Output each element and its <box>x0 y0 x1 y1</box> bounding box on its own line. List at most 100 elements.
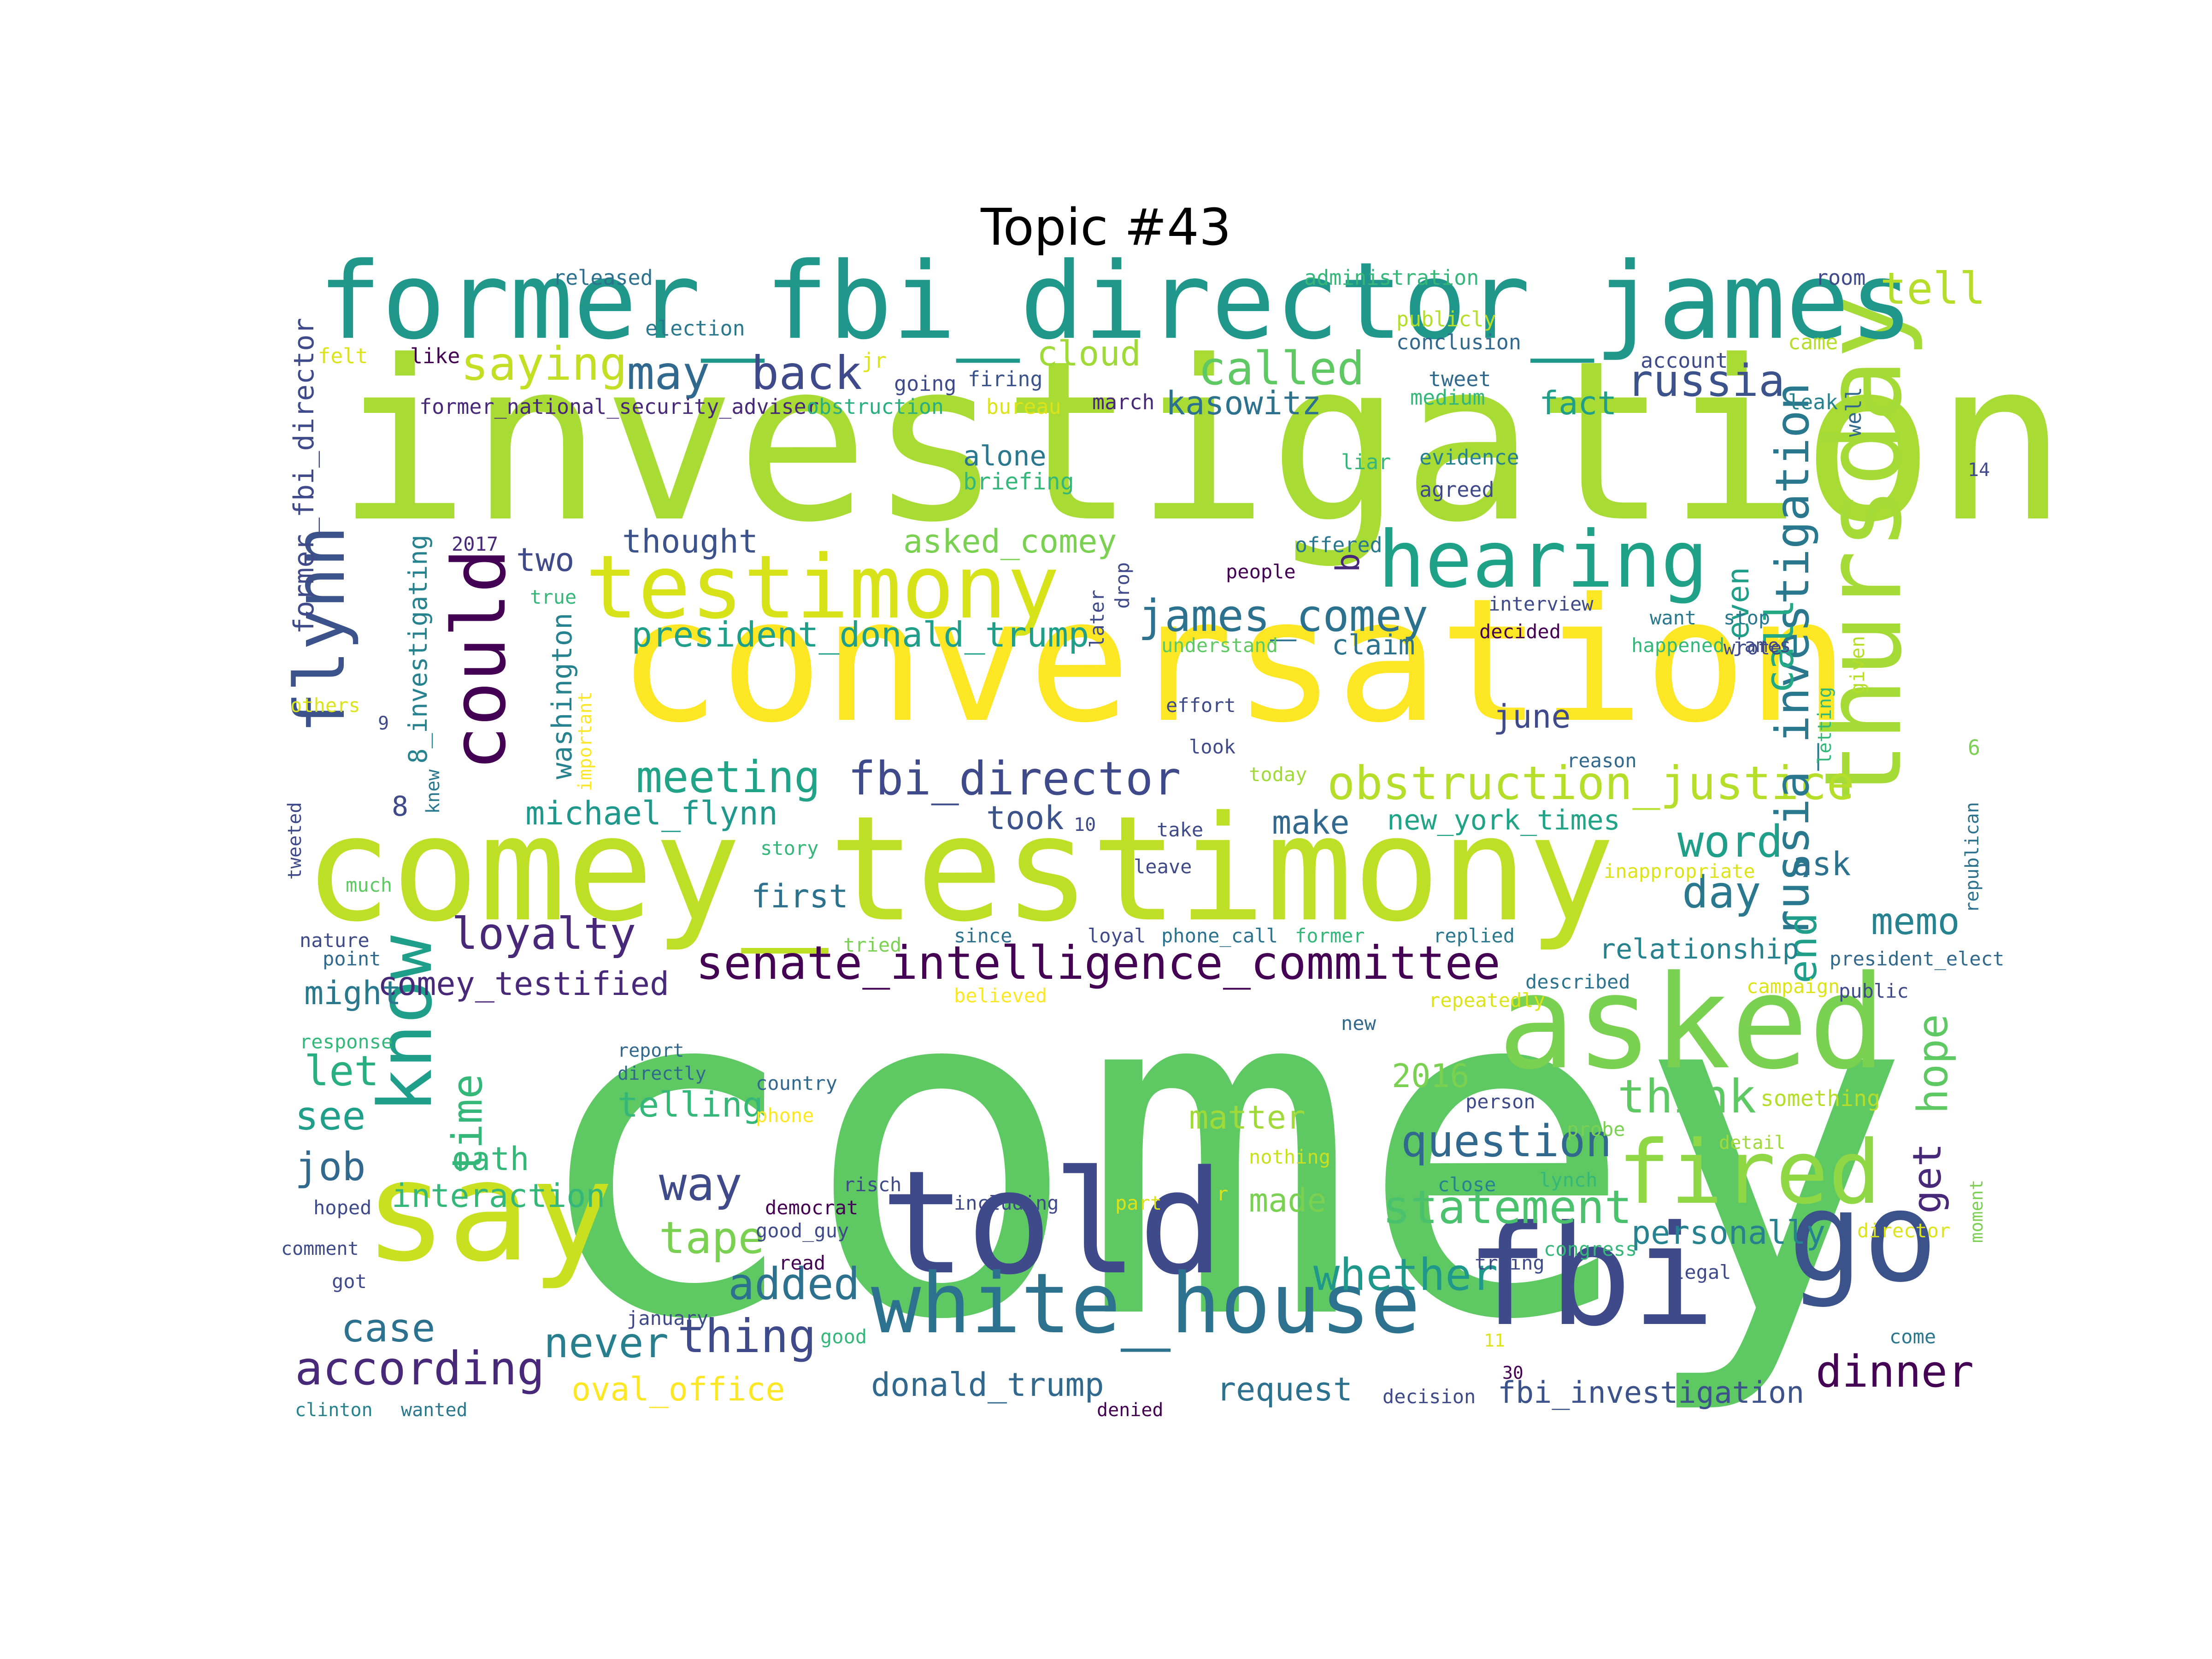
cloud-word: memo <box>1871 900 1960 943</box>
cloud-word: inappropriate <box>1604 860 1755 882</box>
cloud-word: get <box>1905 1143 1950 1214</box>
cloud-word: case <box>341 1306 435 1351</box>
cloud-word: directly <box>618 1063 706 1084</box>
cloud-word: r <box>1217 1182 1229 1205</box>
cloud-word: take <box>1157 818 1204 841</box>
cloud-word: james_comey <box>1138 591 1429 641</box>
cloud-word: decided <box>1479 620 1561 643</box>
cloud-word: asked <box>1498 948 1886 1098</box>
cloud-word: effort <box>1166 694 1236 717</box>
cloud-word: whether <box>1313 1250 1498 1300</box>
cloud-word: may <box>627 346 710 400</box>
cloud-word: got <box>332 1270 367 1293</box>
cloud-word: believed <box>954 984 1047 1007</box>
cloud-word: dinner <box>1816 1347 1974 1397</box>
cloud-word: come <box>1889 1325 1936 1348</box>
cloud-word: stop <box>1724 606 1771 629</box>
cloud-word: asked_comey <box>903 523 1117 560</box>
cloud-word: people <box>1226 560 1296 583</box>
cloud-word: told <box>880 1140 1224 1306</box>
cloud-word: good_guy <box>756 1219 849 1242</box>
cloud-word: point <box>323 947 381 970</box>
cloud-word: first <box>751 877 848 915</box>
cloud-word: wanted <box>401 1400 468 1421</box>
cloud-word: alone <box>963 440 1047 472</box>
cloud-word: close <box>1438 1173 1496 1196</box>
cloud-word: conversation <box>618 562 1850 760</box>
cloud-word: two <box>516 541 575 579</box>
cloud-word: described <box>1525 971 1630 993</box>
cloud-word: administration <box>1304 265 1479 290</box>
cloud-word: report <box>618 1040 684 1061</box>
cloud-word: director <box>1857 1219 1951 1242</box>
cloud-word: phone <box>756 1104 814 1127</box>
cloud-word: evidence <box>1419 445 1519 470</box>
cloud-word: much <box>346 874 393 896</box>
cloud-word: story <box>760 837 819 859</box>
cloud-word: 8_investigating <box>403 535 433 764</box>
cloud-word: true <box>530 586 577 608</box>
cloud-word: fired <box>1618 1122 1881 1224</box>
cloud-word: person <box>1465 1090 1535 1113</box>
cloud-word: fbi_investigation <box>1498 1376 1805 1410</box>
cloud-word: country <box>756 1072 838 1094</box>
cloud-word: say <box>364 1131 614 1292</box>
cloud-word: go <box>1788 1165 1938 1310</box>
cloud-word: new_york_times <box>1387 804 1620 836</box>
cloud-word: cloud <box>1037 333 1141 374</box>
cloud-word: march <box>1092 390 1155 414</box>
cloud-word: hope <box>1909 1014 1957 1114</box>
cloud-word: day <box>1682 867 1761 918</box>
cloud-word: obstruction_justice <box>1327 756 1854 810</box>
cloud-word: clinton <box>295 1400 373 1421</box>
cloud-word: phone_call <box>1161 924 1278 947</box>
cloud-word: job <box>295 1144 366 1190</box>
cloud-word: nature <box>300 929 370 952</box>
cloud-word: loyalty <box>452 909 636 959</box>
cloud-word: tape <box>659 1213 765 1264</box>
cloud-word: comey <box>525 884 1913 1420</box>
cloud-word: investigation <box>336 313 2068 571</box>
cloud-word: tell <box>1880 264 1986 314</box>
cloud-word: interview <box>1488 593 1594 615</box>
cloud-word: firing <box>968 367 1043 391</box>
cloud-word: ask <box>1793 845 1851 883</box>
cloud-word: senate_intelligence_committee <box>696 936 1500 990</box>
cloud-word: kasowitz <box>1166 384 1322 422</box>
cloud-word: michael_flynn <box>525 794 778 832</box>
cloud-word: according <box>295 1341 545 1395</box>
cloud-word: account <box>1641 348 1728 373</box>
cloud-word: 10 <box>1074 814 1096 835</box>
cloud-word: meeting <box>636 752 821 803</box>
cloud-word: letting <box>1814 687 1835 765</box>
cloud-word: called <box>1198 341 1365 395</box>
cloud-word: room <box>1816 265 1866 290</box>
cloud-word: today <box>1249 763 1307 786</box>
cloud-word: russia <box>1627 356 1785 406</box>
cloud-word: good <box>820 1325 867 1348</box>
cloud-word: liar <box>1341 450 1391 474</box>
cloud-word: 30 <box>1502 1363 1524 1383</box>
cloud-word: loyal <box>1088 924 1146 947</box>
cloud-word: hearing <box>1378 514 1708 606</box>
cloud-word: jr <box>862 348 887 373</box>
cloud-word: claim <box>1332 629 1415 661</box>
cloud-word: well <box>1841 387 1866 437</box>
cloud-word: understand <box>1161 634 1278 657</box>
cloud-word: read <box>779 1252 826 1274</box>
cloud-word: drop <box>1111 562 1134 609</box>
cloud-word: conclusion <box>1396 330 1521 354</box>
cloud-word: look <box>1189 735 1236 758</box>
cloud-word: part <box>1115 1192 1162 1214</box>
cloud-word: leave <box>1134 855 1192 878</box>
cloud-word: risch <box>843 1173 902 1196</box>
cloud-word: felt <box>318 344 368 368</box>
cloud-word: fact <box>1539 384 1617 422</box>
cloud-word: saying <box>461 337 628 391</box>
cloud-word: thing <box>677 1309 817 1363</box>
cloud-word: interaction <box>392 1177 606 1215</box>
cloud-word: washington <box>546 612 578 779</box>
cloud-word: happened <box>1631 634 1725 657</box>
cloud-word: back <box>751 346 862 400</box>
